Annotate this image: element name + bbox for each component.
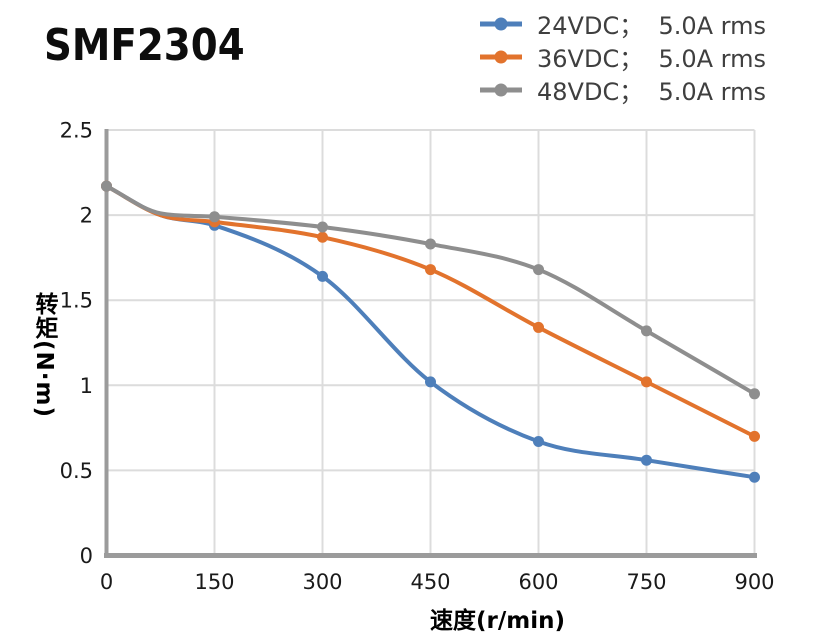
data-point-marker — [641, 454, 652, 466]
gridlines — [106, 129, 756, 556]
data-point-marker — [101, 180, 112, 192]
data-point-marker — [749, 430, 760, 442]
data-point-marker — [317, 221, 328, 233]
data-point-marker — [749, 388, 760, 400]
tick-labels: 0 150 300 450 600 750 900 0 0.5 1 1.5 2 2.5 — [60, 119, 775, 595]
legend-label-24vdc: 24VDC； 5.0A rms — [537, 12, 766, 40]
x-axis-title: 速度(r/min) — [430, 608, 565, 634]
legend: 24VDC； 5.0A rms 36VDC； 5.0A rms 48VDC； 5… — [478, 7, 766, 106]
data-point-marker — [425, 238, 436, 250]
x-tick-label: 150 — [194, 570, 234, 594]
x-tick-label: 450 — [410, 570, 450, 594]
y-axis-title: 转矩(N·m) — [31, 292, 57, 418]
legend-line-marker-icon — [480, 50, 522, 63]
legend-item-24vdc: 24VDC； 5.0A rms — [478, 7, 766, 40]
x-tick-label: 900 — [734, 570, 774, 594]
data-point-marker — [317, 270, 328, 282]
y-tick-label: 2 — [80, 204, 93, 228]
y-tick-label: 0 — [80, 544, 93, 568]
series-48vdc — [101, 180, 760, 400]
x-tick-label: 600 — [518, 570, 558, 594]
legend-item-36vdc: 36VDC； 5.0A rms — [478, 40, 766, 73]
legend-line-marker-icon — [480, 17, 522, 30]
y-tick-label: 1 — [80, 374, 93, 398]
data-point-marker — [641, 376, 652, 388]
data-point-marker — [533, 321, 544, 333]
data-point-marker — [317, 231, 328, 243]
legend-label-48vdc: 48VDC； 5.0A rms — [537, 78, 766, 106]
legend-label-36vdc: 36VDC； 5.0A rms — [537, 45, 766, 73]
data-point-marker — [533, 264, 544, 276]
data-point-marker — [749, 471, 760, 483]
x-tick-label: 300 — [302, 570, 342, 594]
y-tick-label: 2.5 — [60, 119, 93, 143]
chart-title: SMF2304 — [44, 20, 245, 71]
data-point-marker — [425, 264, 436, 276]
data-point-marker — [209, 211, 220, 223]
y-tick-label: 0.5 — [60, 459, 93, 483]
legend-line-marker-icon — [480, 83, 522, 96]
y-tick-label: 1.5 — [60, 289, 93, 313]
data-point-marker — [425, 376, 436, 388]
data-point-marker — [533, 435, 544, 447]
legend-item-48vdc: 48VDC； 5.0A rms — [478, 73, 766, 106]
data-point-marker — [641, 325, 652, 337]
x-tick-label: 0 — [100, 570, 113, 594]
x-tick-label: 750 — [626, 570, 666, 594]
